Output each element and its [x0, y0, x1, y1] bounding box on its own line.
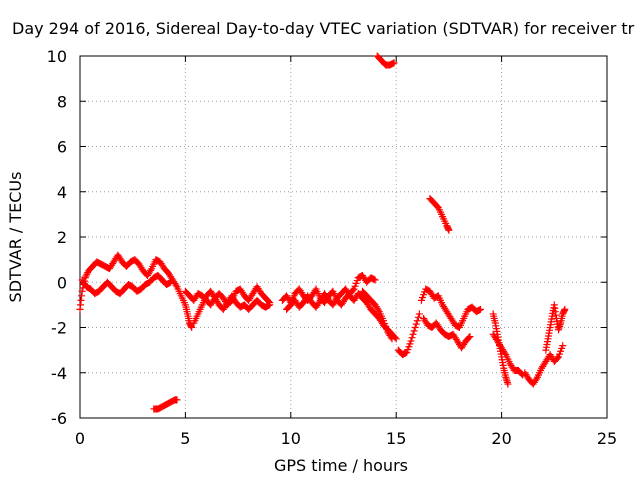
y-tick-label: 10 [47, 47, 67, 66]
data-point [559, 342, 567, 350]
data-point [409, 330, 417, 338]
data-point [266, 301, 274, 309]
data-point [83, 270, 91, 278]
y-tick-label: 2 [57, 228, 67, 247]
data-point [147, 266, 155, 274]
x-tick-label: 25 [597, 429, 617, 448]
y-tick-label: 0 [57, 273, 67, 292]
y-tick-label: 6 [57, 138, 67, 157]
grid [80, 56, 607, 418]
data-point [504, 380, 512, 388]
x-tick-label: 10 [281, 429, 301, 448]
x-tick-label: 5 [180, 429, 190, 448]
data-point [349, 286, 357, 294]
data-point [388, 335, 396, 343]
x-tick-label: 20 [491, 429, 511, 448]
y-tick-label: -2 [51, 319, 67, 338]
x-axis-label: GPS time / hours [274, 456, 408, 475]
data-point [374, 306, 382, 314]
y-tick-label: 4 [57, 183, 67, 202]
x-tick-label: 15 [386, 429, 406, 448]
y-tick-label: -6 [51, 409, 67, 428]
data-points [76, 52, 569, 413]
y-tick-label: 8 [57, 92, 67, 111]
data-point [411, 324, 419, 331]
data-point [387, 333, 395, 341]
y-axis-label: SDTVAR / TECUs [6, 172, 25, 303]
axis-ticks: 0 5 10 15 20 25 -6 -4 -2 0 2 4 6 8 10 [47, 47, 618, 448]
data-point [561, 305, 569, 313]
data-point [82, 272, 90, 280]
data-point [414, 313, 422, 321]
y-tick-label: -4 [51, 364, 67, 383]
data-point [477, 305, 485, 313]
data-point [413, 317, 421, 325]
data-point [172, 281, 180, 289]
data-point [173, 396, 181, 404]
data-point [390, 59, 398, 67]
data-point [501, 349, 509, 357]
data-point [78, 287, 86, 295]
data-point [553, 354, 561, 362]
data-point [408, 334, 416, 342]
data-point [188, 324, 196, 331]
data-point [466, 333, 474, 341]
data-point [445, 226, 453, 234]
data-point [465, 334, 473, 342]
data-point [410, 327, 418, 335]
data-point [371, 276, 379, 284]
plot-frame [79, 55, 608, 419]
chart-title: Day 294 of 2016, Sidereal Day-to-day VTE… [12, 19, 635, 38]
data-point [407, 337, 415, 345]
data-point [167, 278, 175, 286]
data-point [532, 375, 540, 383]
data-point [412, 320, 420, 328]
data-point [415, 310, 423, 318]
x-tick-label: 0 [75, 429, 85, 448]
